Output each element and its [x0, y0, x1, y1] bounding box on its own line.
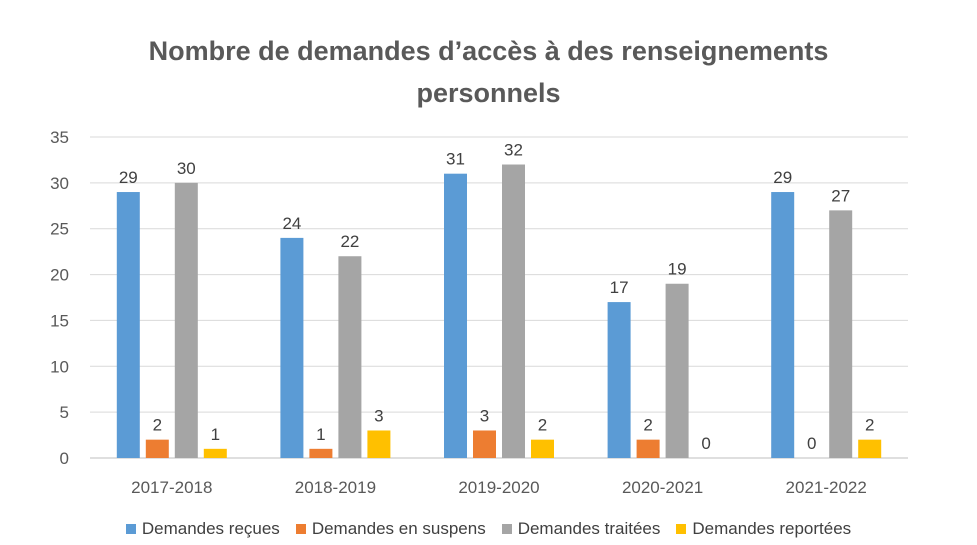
legend-swatch	[676, 524, 687, 534]
y-tick-label: 5	[60, 403, 69, 422]
x-tick-label: 2017-2018	[131, 478, 212, 497]
bar	[309, 448, 333, 458]
bar	[858, 439, 882, 458]
data-label: 30	[177, 159, 196, 178]
x-tick-label: 2020-2021	[622, 478, 703, 497]
bar	[771, 192, 795, 458]
y-tick-label: 15	[50, 311, 69, 330]
data-label: 29	[119, 168, 138, 187]
bar	[636, 439, 660, 458]
data-label: 17	[610, 278, 629, 297]
bar	[829, 210, 853, 458]
bar	[444, 173, 467, 458]
y-tick-label: 30	[50, 174, 69, 193]
legend-swatch	[125, 524, 136, 534]
legend-label: Demandes reçues	[141, 519, 280, 538]
y-tick-label: 35	[50, 128, 69, 147]
data-label: 1	[211, 425, 220, 444]
legend-swatch	[501, 524, 512, 534]
legend-label: Demandes en suspens	[311, 519, 486, 538]
legend-item: Demandes traitées	[501, 519, 661, 539]
x-tick-label: 2021-2022	[786, 478, 867, 497]
bar	[367, 430, 391, 458]
data-label: 2	[538, 416, 547, 435]
legend: Demandes reçues Demandes en suspens Demand…	[0, 516, 977, 542]
data-label: 3	[480, 406, 489, 425]
chart-title-line-2: personnels	[416, 78, 561, 108]
y-tick-label: 20	[50, 266, 69, 285]
chart-title-line-1: Nombre de demandes d’accès à des renseig…	[148, 36, 829, 66]
legend-item: Demandes en suspens	[295, 519, 486, 539]
bar	[280, 237, 304, 458]
bar	[473, 430, 496, 458]
bar	[174, 182, 198, 458]
data-label: 2	[153, 416, 162, 435]
data-label: 29	[773, 168, 792, 187]
data-label: 24	[282, 214, 301, 233]
data-label: 31	[446, 150, 465, 169]
data-label: 22	[340, 232, 359, 251]
y-tick-label: 25	[50, 220, 69, 239]
data-label: 0	[807, 434, 816, 453]
bar	[203, 448, 227, 458]
bar	[116, 192, 140, 458]
bar	[607, 302, 631, 458]
x-tick-label: 2018-2019	[295, 478, 376, 497]
legend-swatch	[295, 524, 306, 534]
legend-item: Demandes reportées	[676, 519, 851, 539]
bar	[531, 439, 554, 458]
data-label: 2	[865, 416, 874, 435]
data-label: 0	[701, 434, 710, 453]
y-tick-label: 0	[60, 449, 69, 468]
bar	[338, 256, 362, 458]
data-label: 1	[316, 425, 325, 444]
data-label: 27	[831, 186, 850, 205]
data-label: 19	[668, 260, 687, 279]
bar	[502, 164, 525, 458]
data-label: 2	[643, 416, 652, 435]
bar	[145, 439, 169, 458]
legend-item: Demandes reçues	[125, 519, 280, 539]
legend-label: Demandes traitées	[517, 519, 661, 538]
data-label: 32	[504, 141, 523, 160]
legend-label: Demandes reportées	[692, 519, 852, 538]
y-tick-label: 10	[50, 357, 69, 376]
bar	[665, 283, 689, 458]
x-tick-label: 2019-2020	[458, 478, 539, 497]
data-label: 3	[374, 406, 383, 425]
